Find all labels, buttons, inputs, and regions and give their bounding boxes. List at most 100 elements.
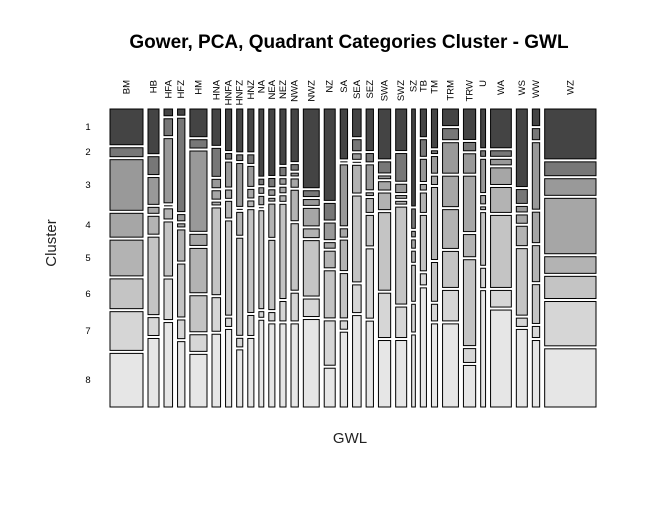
tile-U-cluster-2 xyxy=(480,150,487,157)
x-tick-label: SA xyxy=(339,79,350,92)
tile-NWA-cluster-4 xyxy=(290,178,299,188)
tile-SEZ-cluster-7 xyxy=(365,248,374,319)
tile-NWZ-cluster-2 xyxy=(302,190,320,198)
tile-NEZ-cluster-4 xyxy=(279,186,287,194)
tile-SA-cluster-4 xyxy=(339,228,349,238)
tile-HFA-cluster-6 xyxy=(163,221,174,277)
tile-SWZ-cluster-4 xyxy=(395,195,408,199)
tile-NEA-cluster-4 xyxy=(268,197,276,202)
tile-WA-cluster-6 xyxy=(490,214,512,288)
tile-HNFA-cluster-4 xyxy=(225,189,233,199)
tile-WZ-cluster-5 xyxy=(544,256,597,274)
tile-WZ-cluster-4 xyxy=(544,197,597,255)
tile-HFA-cluster-3 xyxy=(163,138,174,204)
tile-TB-cluster-7 xyxy=(419,273,427,286)
y-tick-label: 2 xyxy=(85,147,90,158)
tile-TRM-cluster-4 xyxy=(442,175,459,208)
x-tick-label: HFZ xyxy=(176,80,187,99)
tile-SZ-cluster-8 xyxy=(411,334,416,408)
tile-SA-cluster-6 xyxy=(339,273,349,319)
tile-HFZ-cluster-7 xyxy=(177,319,186,340)
tile-NWA-cluster-7 xyxy=(290,292,299,322)
tile-SA-cluster-3 xyxy=(339,164,349,227)
tile-SEA-cluster-1 xyxy=(352,108,362,138)
tile-HNA-cluster-7 xyxy=(211,297,222,332)
tile-TRM-cluster-1 xyxy=(442,108,459,127)
y-tick-label: 7 xyxy=(85,326,90,337)
x-tick-label: WW xyxy=(531,80,542,98)
mosaic-tiles xyxy=(109,108,597,408)
tile-SZ-cluster-7 xyxy=(411,303,416,333)
tile-WW-cluster-7 xyxy=(531,325,541,339)
tile-SA-cluster-7 xyxy=(339,320,349,330)
tile-NWA-cluster-2 xyxy=(290,164,299,171)
tile-SWZ-cluster-8 xyxy=(395,340,408,408)
x-tick-label: HFA xyxy=(163,79,174,98)
x-tick-label: SZ xyxy=(409,80,420,92)
tile-SWZ-cluster-7 xyxy=(395,306,408,339)
x-tick-label: NZ xyxy=(325,80,336,93)
tile-HNFA-cluster-1 xyxy=(225,108,233,152)
tile-U-cluster-8 xyxy=(480,290,487,408)
tile-WZ-cluster-6 xyxy=(544,275,597,300)
tile-HNFZ-cluster-6 xyxy=(236,237,244,336)
tile-NEZ-cluster-6 xyxy=(279,203,287,300)
tile-HM-cluster-5 xyxy=(189,247,208,294)
tile-HNFA-cluster-3 xyxy=(225,161,233,188)
tile-NWA-cluster-1 xyxy=(290,108,299,163)
tile-SWZ-cluster-1 xyxy=(395,108,408,152)
tile-HFZ-cluster-5 xyxy=(177,229,186,262)
x-tick-label: HB xyxy=(149,80,160,93)
tile-TB-cluster-8 xyxy=(419,287,427,408)
tile-SEZ-cluster-8 xyxy=(365,320,374,408)
tile-SZ-cluster-1 xyxy=(411,108,416,207)
tile-WS-cluster-3 xyxy=(515,205,528,213)
x-tick-label: SEZ xyxy=(365,80,376,99)
tile-HNFZ-cluster-5 xyxy=(236,211,244,236)
x-tick-label: NEA xyxy=(267,79,278,99)
tile-U-cluster-1 xyxy=(480,108,487,149)
tile-BM-cluster-2 xyxy=(109,147,144,158)
tile-SWA-cluster-6 xyxy=(377,212,392,291)
tile-TB-cluster-4 xyxy=(419,183,427,191)
tile-SEA-cluster-5 xyxy=(352,164,362,194)
tile-NWZ-cluster-1 xyxy=(302,108,320,189)
tile-HNFA-cluster-8 xyxy=(225,328,233,408)
tile-SWA-cluster-5 xyxy=(377,192,392,211)
tile-HNZ-cluster-4 xyxy=(247,188,255,199)
tile-WA-cluster-5 xyxy=(490,186,512,213)
tile-U-cluster-6 xyxy=(480,212,487,266)
tile-NZ-cluster-8 xyxy=(323,367,336,408)
y-tick-label: 6 xyxy=(85,289,90,300)
tile-TB-cluster-6 xyxy=(419,214,427,272)
tile-TB-cluster-1 xyxy=(419,108,427,138)
tile-NA-cluster-1 xyxy=(258,108,265,177)
tile-NEA-cluster-5 xyxy=(268,203,276,238)
tile-WA-cluster-8 xyxy=(490,309,512,408)
tile-SZ-cluster-2 xyxy=(411,208,416,229)
x-tick-label: SWZ xyxy=(396,80,407,101)
tile-NEA-cluster-7 xyxy=(268,312,276,322)
tile-HNA-cluster-3 xyxy=(211,178,222,189)
tile-HM-cluster-8 xyxy=(189,353,208,408)
tile-NEZ-cluster-1 xyxy=(279,108,287,165)
tile-HNA-cluster-5 xyxy=(211,201,222,206)
x-axis-label: GWL xyxy=(333,430,367,447)
tile-TRW-cluster-3 xyxy=(462,153,477,174)
tile-SEA-cluster-2 xyxy=(352,139,362,152)
y-tick-label: 8 xyxy=(85,375,90,386)
tile-SA-cluster-8 xyxy=(339,331,349,408)
tile-HNZ-cluster-2 xyxy=(247,154,255,164)
tile-SWA-cluster-4 xyxy=(377,181,392,191)
tile-HB-cluster-2 xyxy=(147,156,160,176)
tile-WW-cluster-8 xyxy=(531,340,541,408)
tile-SA-cluster-1 xyxy=(339,108,349,160)
tile-WW-cluster-1 xyxy=(531,108,541,127)
tile-HNA-cluster-1 xyxy=(211,108,222,146)
tile-TM-cluster-5 xyxy=(430,186,439,260)
tile-HNFA-cluster-7 xyxy=(225,317,233,327)
tile-HNFZ-cluster-3 xyxy=(236,163,244,207)
tile-WS-cluster-7 xyxy=(515,317,528,327)
tile-HNA-cluster-8 xyxy=(211,333,222,408)
